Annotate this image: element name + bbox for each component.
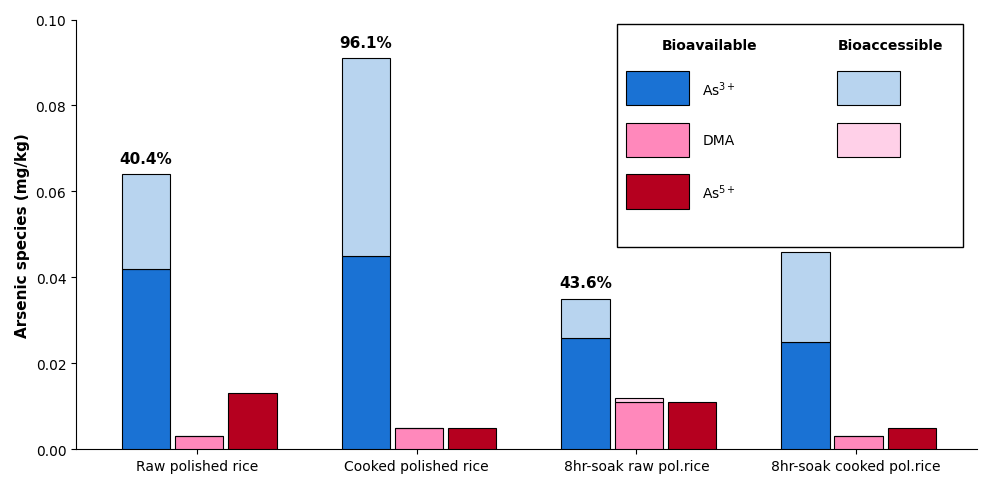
- Text: As$^{5+}$: As$^{5+}$: [702, 183, 736, 201]
- Bar: [668, 402, 716, 449]
- FancyBboxPatch shape: [626, 175, 688, 209]
- FancyBboxPatch shape: [837, 123, 901, 158]
- Text: 74.2%: 74.2%: [779, 228, 832, 244]
- Bar: [395, 428, 443, 449]
- Bar: [341, 256, 390, 449]
- Bar: [561, 338, 610, 449]
- Bar: [176, 436, 223, 449]
- FancyBboxPatch shape: [837, 72, 901, 106]
- Bar: [615, 398, 663, 402]
- FancyBboxPatch shape: [617, 25, 963, 248]
- Bar: [888, 428, 935, 449]
- Bar: [448, 428, 496, 449]
- Bar: [341, 59, 390, 256]
- Bar: [122, 175, 171, 269]
- Text: Bioaccessible: Bioaccessible: [837, 39, 942, 53]
- Bar: [228, 394, 277, 449]
- FancyBboxPatch shape: [626, 72, 688, 106]
- Text: DMA: DMA: [702, 134, 734, 147]
- Bar: [782, 252, 829, 342]
- Text: As$^{3+}$: As$^{3+}$: [702, 80, 736, 99]
- Bar: [782, 342, 829, 449]
- FancyBboxPatch shape: [626, 123, 688, 158]
- Y-axis label: Arsenic species (mg/kg): Arsenic species (mg/kg): [15, 133, 30, 337]
- Text: Bioavailable: Bioavailable: [662, 39, 757, 53]
- Bar: [561, 299, 610, 338]
- Text: 43.6%: 43.6%: [559, 276, 612, 291]
- Text: 40.4%: 40.4%: [120, 151, 173, 166]
- Bar: [615, 402, 663, 449]
- Bar: [834, 436, 883, 449]
- Text: 96.1%: 96.1%: [339, 36, 392, 50]
- Bar: [122, 269, 171, 449]
